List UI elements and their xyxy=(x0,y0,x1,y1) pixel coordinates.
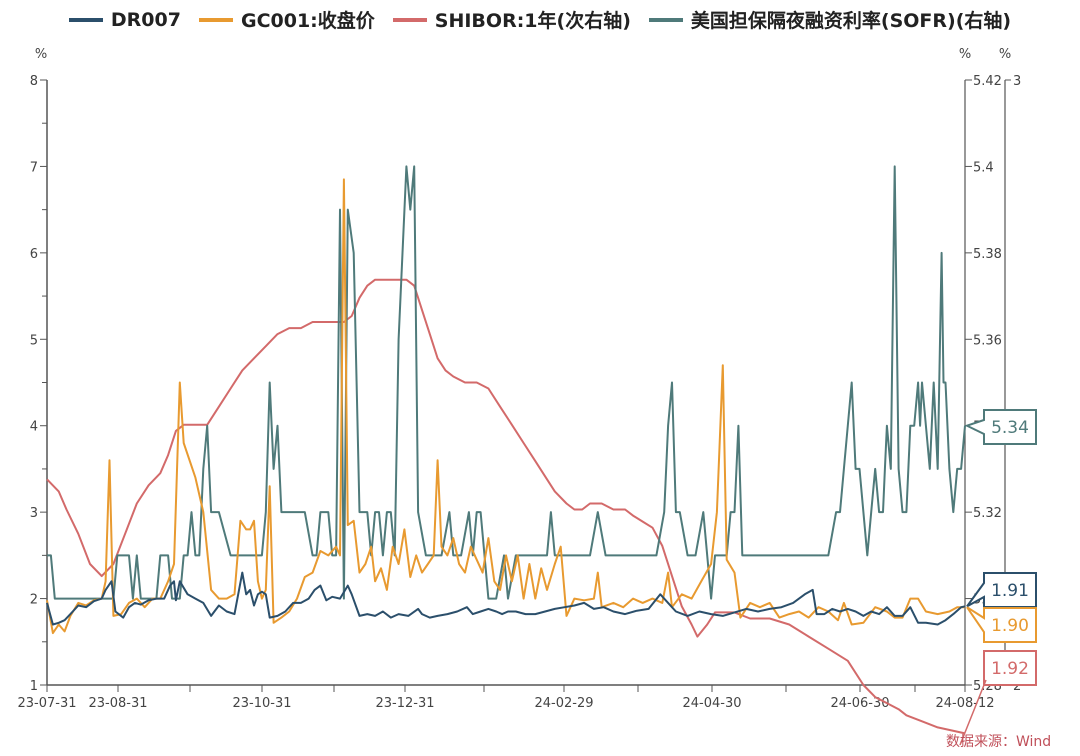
svg-text:1.91: 1.91 xyxy=(991,581,1029,601)
legend-label: DR007 xyxy=(110,8,181,31)
svg-text:1: 1 xyxy=(30,679,38,694)
svg-text:24-04-30: 24-04-30 xyxy=(682,696,741,711)
legend-label: 美国担保隔夜融资利率(SOFR)(右轴) xyxy=(690,10,1012,32)
svg-text:4: 4 xyxy=(30,420,38,435)
legend-item-sofr[interactable]: 美国担保隔夜融资利率(SOFR)(右轴) xyxy=(648,6,1012,33)
legend-swatch-gc001 xyxy=(198,17,233,22)
svg-text:5.32: 5.32 xyxy=(973,506,1002,521)
svg-text:24-06-30: 24-06-30 xyxy=(830,696,889,711)
svg-text:5: 5 xyxy=(30,333,38,348)
series-lines xyxy=(46,165,966,735)
svg-text:5.38: 5.38 xyxy=(973,247,1002,262)
svg-text:6: 6 xyxy=(30,247,38,262)
svg-text:1.90: 1.90 xyxy=(991,616,1029,636)
svg-text:3: 3 xyxy=(30,506,38,521)
svg-text:2: 2 xyxy=(1013,679,1021,694)
svg-text:24-08-12: 24-08-12 xyxy=(935,696,994,711)
svg-text:23-08-31: 23-08-31 xyxy=(88,696,147,711)
legend-label: GC001:收盘价 xyxy=(240,10,375,32)
axes: % 1 2 3 4 5 6 7 8 23-07-31 23-08-31 23-10-31 23-12-3… xyxy=(17,47,1021,711)
chart-legend: DR007 GC001:收盘价 SHIBOR:1年(次右轴) 美国担保隔夜融资利… xyxy=(0,6,1080,33)
svg-text:2: 2 xyxy=(30,593,38,608)
svg-text:5.42: 5.42 xyxy=(973,74,1002,89)
svg-text:23-10-31: 23-10-31 xyxy=(232,696,291,711)
svg-text:1.92: 1.92 xyxy=(991,659,1029,679)
legend-item-dr007[interactable]: DR007 xyxy=(68,6,181,33)
svg-text:23-12-31: 23-12-31 xyxy=(375,696,434,711)
legend-swatch-shibor xyxy=(392,17,427,22)
svg-text:3: 3 xyxy=(1013,74,1021,89)
legend-item-gc001[interactable]: GC001:收盘价 xyxy=(198,6,375,33)
svg-text:5.34: 5.34 xyxy=(991,418,1029,438)
svg-text:%: % xyxy=(999,47,1011,62)
legend-swatch-sofr xyxy=(648,17,683,22)
last-value-callouts: 5.34 1.91 1.90 1.92 xyxy=(959,409,1037,746)
svg-text:8: 8 xyxy=(30,74,38,89)
svg-text:23-07-31: 23-07-31 xyxy=(17,696,76,711)
legend-label: SHIBOR:1年(次右轴) xyxy=(434,10,631,32)
legend-item-shibor[interactable]: SHIBOR:1年(次右轴) xyxy=(392,6,631,33)
svg-text:5.36: 5.36 xyxy=(973,333,1002,348)
svg-text:24-02-29: 24-02-29 xyxy=(534,696,593,711)
svg-text:%: % xyxy=(35,47,47,62)
source-note: 数据来源：Wind xyxy=(946,734,1052,750)
svg-text:%: % xyxy=(959,47,971,62)
svg-text:7: 7 xyxy=(30,160,38,175)
svg-text:5.4: 5.4 xyxy=(973,160,994,175)
legend-swatch-dr007 xyxy=(68,17,103,22)
